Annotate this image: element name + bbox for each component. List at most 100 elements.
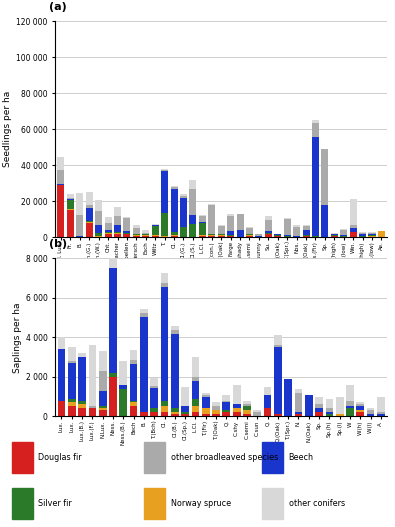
Bar [264, 408, 271, 416]
Bar [76, 193, 83, 214]
Text: (a): (a) [49, 3, 66, 13]
Bar [369, 236, 376, 237]
Bar [171, 186, 178, 187]
Bar [208, 235, 215, 236]
Bar [150, 386, 158, 388]
Bar [119, 389, 127, 416]
Bar [189, 180, 196, 189]
Bar [130, 406, 137, 416]
Bar [218, 235, 225, 236]
Bar [295, 393, 302, 412]
Text: (b): (b) [49, 239, 67, 249]
Bar [256, 235, 262, 236]
Bar [378, 231, 385, 237]
Bar [95, 226, 102, 232]
Bar [171, 232, 178, 236]
Bar [78, 357, 86, 401]
Bar [150, 388, 158, 408]
Bar [95, 232, 102, 236]
Bar [99, 411, 107, 416]
Bar [340, 229, 347, 230]
Bar [105, 223, 112, 230]
Bar [152, 226, 159, 227]
Bar [243, 405, 251, 406]
Bar [171, 236, 178, 237]
Bar [202, 395, 210, 396]
Bar [274, 235, 281, 236]
Bar [350, 232, 357, 237]
Bar [86, 205, 93, 208]
Bar [133, 236, 140, 237]
Bar [303, 230, 310, 236]
Bar [114, 226, 121, 232]
Bar [76, 214, 83, 236]
Bar [171, 412, 179, 414]
Bar [152, 236, 159, 237]
Bar [356, 406, 364, 411]
Text: other broadleaved species: other broadleaved species [171, 453, 278, 462]
Bar [109, 268, 117, 373]
Bar [350, 199, 357, 225]
Bar [86, 192, 93, 204]
Bar [12, 442, 32, 473]
Bar [68, 406, 76, 416]
Bar [305, 395, 313, 416]
Bar [264, 387, 271, 395]
Bar [105, 233, 112, 237]
Bar [202, 393, 210, 395]
Bar [243, 401, 251, 405]
Bar [315, 412, 323, 416]
Bar [202, 408, 210, 414]
Bar [246, 233, 253, 235]
Bar [331, 232, 338, 233]
Bar [284, 219, 291, 236]
Bar [274, 233, 281, 235]
Bar [133, 235, 140, 236]
Bar [180, 194, 187, 196]
Bar [78, 408, 86, 416]
Bar [67, 199, 74, 200]
Bar [192, 412, 199, 416]
Bar [222, 412, 230, 416]
Bar [161, 287, 168, 401]
Bar [243, 406, 251, 411]
Bar [346, 385, 354, 401]
Bar [222, 403, 230, 411]
Bar [262, 442, 283, 473]
Bar [227, 231, 234, 236]
Bar [265, 233, 272, 237]
Bar [99, 408, 107, 411]
Bar [208, 236, 215, 237]
Bar [315, 396, 323, 405]
Y-axis label: Seedlings per ha: Seedlings per ha [3, 91, 12, 167]
Bar [199, 236, 206, 237]
Bar [303, 226, 310, 227]
Bar [181, 414, 189, 416]
Bar [325, 408, 333, 412]
Bar [180, 196, 187, 199]
Bar [68, 347, 76, 361]
Bar [295, 389, 302, 393]
Bar [237, 230, 244, 237]
Bar [202, 396, 210, 408]
Bar [222, 395, 230, 401]
Bar [152, 225, 159, 226]
Bar [346, 406, 354, 408]
Bar [161, 401, 168, 406]
Bar [369, 232, 376, 235]
Bar [145, 442, 165, 473]
Bar [243, 411, 251, 414]
Bar [67, 209, 74, 210]
Bar [99, 406, 107, 408]
Bar [161, 169, 168, 170]
Bar [218, 227, 225, 233]
Bar [350, 225, 357, 228]
Bar [142, 235, 149, 236]
Bar [340, 230, 347, 236]
Bar [340, 236, 347, 237]
Bar [356, 405, 364, 406]
Bar [161, 170, 168, 171]
Bar [246, 235, 253, 236]
Bar [142, 230, 149, 232]
Bar [367, 411, 374, 414]
